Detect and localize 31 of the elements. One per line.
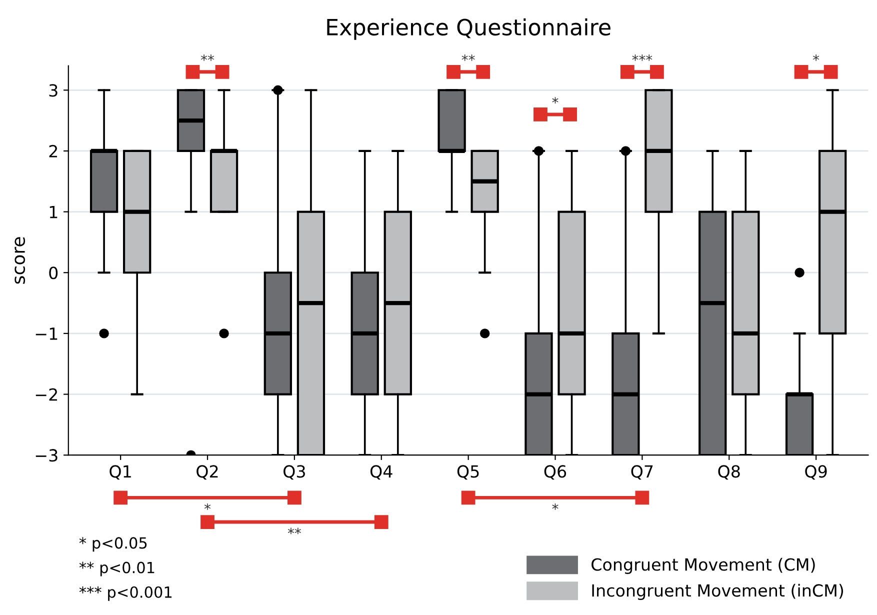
text: ** p<0.01 <box>79 562 154 576</box>
text: * <box>552 503 558 510</box>
annotation: * <box>552 97 558 104</box>
y-tick-label: −3 <box>36 449 58 462</box>
legend-label: Congruent Movement (CM) <box>592 558 815 574</box>
y-axis-title: score <box>14 237 26 284</box>
x-tick-label: Q1 <box>110 465 131 480</box>
text: * <box>813 54 820 61</box>
y-tick-label: 2 <box>49 144 58 158</box>
x-tick-label: Q2 <box>196 465 218 480</box>
x-tick-label: Q5 <box>457 465 479 480</box>
y-tick-label: 1 <box>50 206 58 218</box>
y-tick-label: −1 <box>36 328 58 340</box>
x-tick-label: Q3 <box>284 465 305 480</box>
x-tick-label: Q4 <box>370 465 392 480</box>
x-tick-label: Q9 <box>805 465 827 480</box>
y-tick-label: −2 <box>36 388 58 401</box>
x-tick-label: Q6 <box>544 465 566 480</box>
legend-label: Incongruent Movement (inCM) <box>592 584 844 600</box>
text: ** <box>200 54 214 61</box>
chart-title: Experience Questionnaire <box>327 18 610 40</box>
y-tick-label: 3 <box>49 84 58 97</box>
text: ** <box>288 528 301 534</box>
text: * <box>204 503 211 510</box>
x-tick-label: Q8 <box>718 465 740 480</box>
x-tick-label: Q7 <box>631 465 653 480</box>
text: *** p<0.001 <box>79 586 172 601</box>
text: * p<0.05 <box>79 537 147 552</box>
y-tick-label: 0 <box>49 266 58 280</box>
text: *** <box>632 54 652 61</box>
text: ** <box>462 54 475 61</box>
